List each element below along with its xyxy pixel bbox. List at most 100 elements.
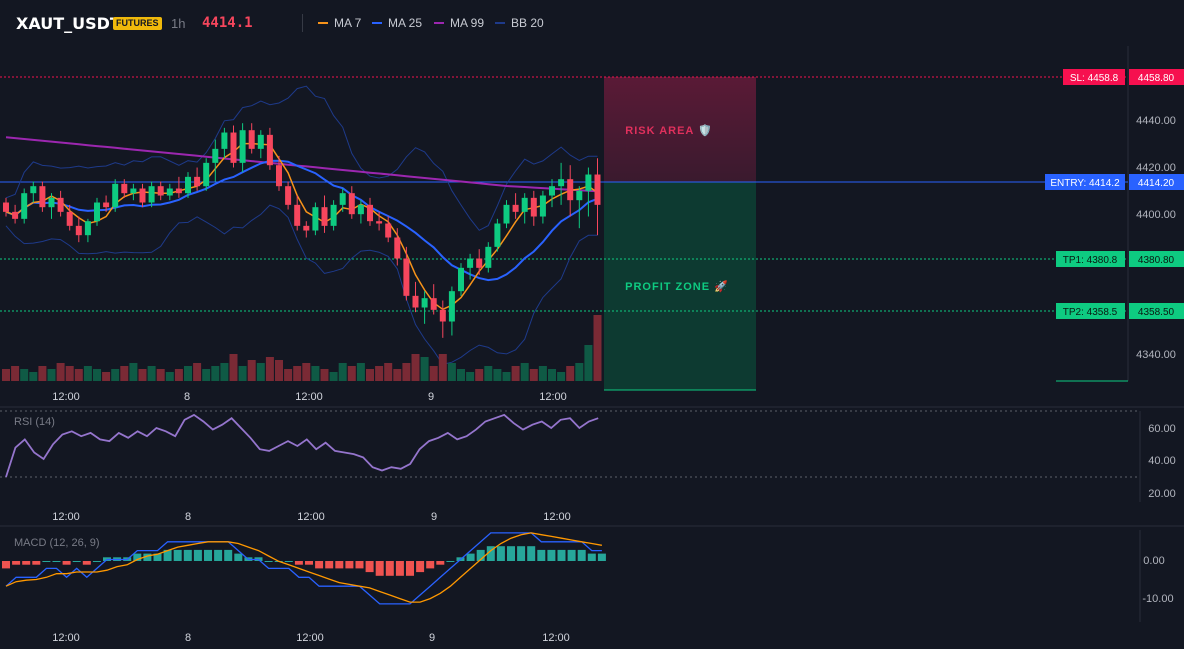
timeframe-selector[interactable]: 1h — [171, 16, 186, 31]
candle-body[interactable] — [21, 193, 28, 219]
candle-body[interactable] — [75, 225, 82, 236]
symbol-name[interactable]: XAUT_USDT — [16, 14, 121, 33]
candle-body[interactable] — [330, 204, 337, 226]
candle-body[interactable] — [339, 193, 346, 205]
candle-body[interactable] — [276, 165, 282, 187]
candle-body[interactable] — [12, 211, 19, 219]
candle-body[interactable] — [348, 193, 355, 215]
candle-body[interactable] — [157, 186, 164, 196]
candle-body[interactable] — [257, 134, 264, 149]
candle-body[interactable] — [3, 202, 9, 212]
candle-body[interactable] — [194, 176, 201, 187]
candle-body[interactable] — [166, 188, 173, 196]
ma25-line[interactable] — [5, 159, 598, 282]
candle-body[interactable] — [439, 309, 446, 322]
candle-body[interactable] — [558, 179, 565, 187]
candle-body[interactable] — [585, 174, 592, 191]
candle-body[interactable] — [430, 298, 437, 310]
macd-bar — [335, 561, 344, 569]
candle-body[interactable] — [467, 258, 474, 268]
volume-bar — [511, 366, 520, 381]
candle-body[interactable] — [130, 188, 137, 194]
rsi-path[interactable] — [5, 413, 599, 478]
candle-body[interactable] — [212, 148, 219, 163]
candle-body[interactable] — [357, 204, 364, 215]
candle-body[interactable] — [458, 267, 464, 292]
candle-body[interactable] — [285, 186, 292, 205]
candle-body[interactable] — [248, 130, 255, 149]
candle-body[interactable] — [230, 132, 237, 163]
macd-bar — [264, 561, 273, 562]
volume-bar — [429, 366, 438, 381]
candle-body[interactable] — [30, 186, 37, 194]
ma99-line[interactable] — [5, 136, 598, 193]
macd-bar — [416, 561, 425, 573]
volume-bar — [247, 360, 256, 381]
candle-body[interactable] — [521, 197, 528, 212]
candle-body[interactable] — [266, 134, 273, 166]
candle-body[interactable] — [221, 132, 228, 149]
candle-body[interactable] — [312, 207, 319, 231]
candle-body[interactable] — [94, 202, 100, 222]
candle-body[interactable] — [403, 258, 410, 296]
candle-body[interactable] — [567, 179, 574, 201]
candle-body[interactable] — [57, 197, 64, 212]
legend-bb20[interactable]: BB 20 — [495, 16, 544, 30]
candle-body[interactable] — [112, 183, 119, 208]
candle-body[interactable] — [394, 237, 401, 259]
legend-ma25[interactable]: MA 25 — [372, 16, 422, 30]
candle-body[interactable] — [175, 188, 182, 194]
candle-body[interactable] — [530, 197, 537, 217]
risk-zone[interactable] — [604, 77, 756, 182]
candle-body[interactable] — [485, 246, 492, 268]
candle-body[interactable] — [376, 221, 383, 224]
candle-body[interactable] — [239, 130, 246, 163]
time-label: 9 — [431, 511, 437, 523]
candle-body[interactable] — [539, 195, 546, 217]
volume-bar — [120, 366, 129, 381]
macd-bar — [183, 549, 192, 561]
candle-body[interactable] — [576, 190, 583, 201]
candle-body[interactable] — [549, 186, 555, 196]
candle-body[interactable] — [84, 221, 91, 236]
macd-line[interactable] — [5, 532, 602, 605]
volume-bar — [265, 357, 274, 381]
candle-body[interactable] — [421, 298, 428, 308]
macd-bar — [365, 561, 374, 573]
profit-zone[interactable] — [604, 182, 756, 390]
candle-body[interactable] — [48, 197, 55, 208]
price-axis-label: 4400.00 — [1136, 209, 1176, 221]
candle-body[interactable] — [139, 188, 146, 203]
candle-body[interactable] — [121, 183, 128, 194]
macd-bar — [355, 561, 364, 569]
legend-ma99[interactable]: MA 99 — [434, 16, 484, 30]
macd-bar — [395, 561, 404, 576]
macd-histogram[interactable] — [2, 532, 606, 605]
macd-signal-line[interactable] — [5, 532, 603, 603]
price-axis-label: 4420.00 — [1136, 162, 1176, 174]
candle-body[interactable] — [512, 204, 519, 212]
candle-body[interactable] — [103, 202, 110, 208]
candle-body[interactable] — [448, 291, 455, 322]
candle-body[interactable] — [303, 225, 310, 231]
candle-body[interactable] — [294, 204, 301, 226]
candle-body[interactable] — [367, 204, 373, 222]
rsi-line[interactable] — [5, 413, 599, 478]
candle-body[interactable] — [412, 295, 419, 308]
candle-body[interactable] — [148, 186, 155, 203]
ma7-line[interactable] — [5, 142, 598, 311]
candle-body[interactable] — [476, 258, 483, 268]
legend-ma7[interactable]: MA 7 — [318, 16, 361, 30]
candle-body[interactable] — [321, 207, 328, 226]
candlesticks[interactable] — [3, 123, 601, 338]
candle-body[interactable] — [503, 204, 510, 224]
candle-body[interactable] — [594, 174, 601, 205]
macd-bar — [62, 561, 71, 565]
candle-body[interactable] — [203, 162, 210, 187]
candle-body[interactable] — [494, 223, 501, 247]
candle-body[interactable] — [385, 223, 392, 238]
candle-body[interactable] — [39, 186, 46, 208]
candle-body[interactable] — [185, 176, 191, 194]
candle-body[interactable] — [66, 211, 73, 226]
